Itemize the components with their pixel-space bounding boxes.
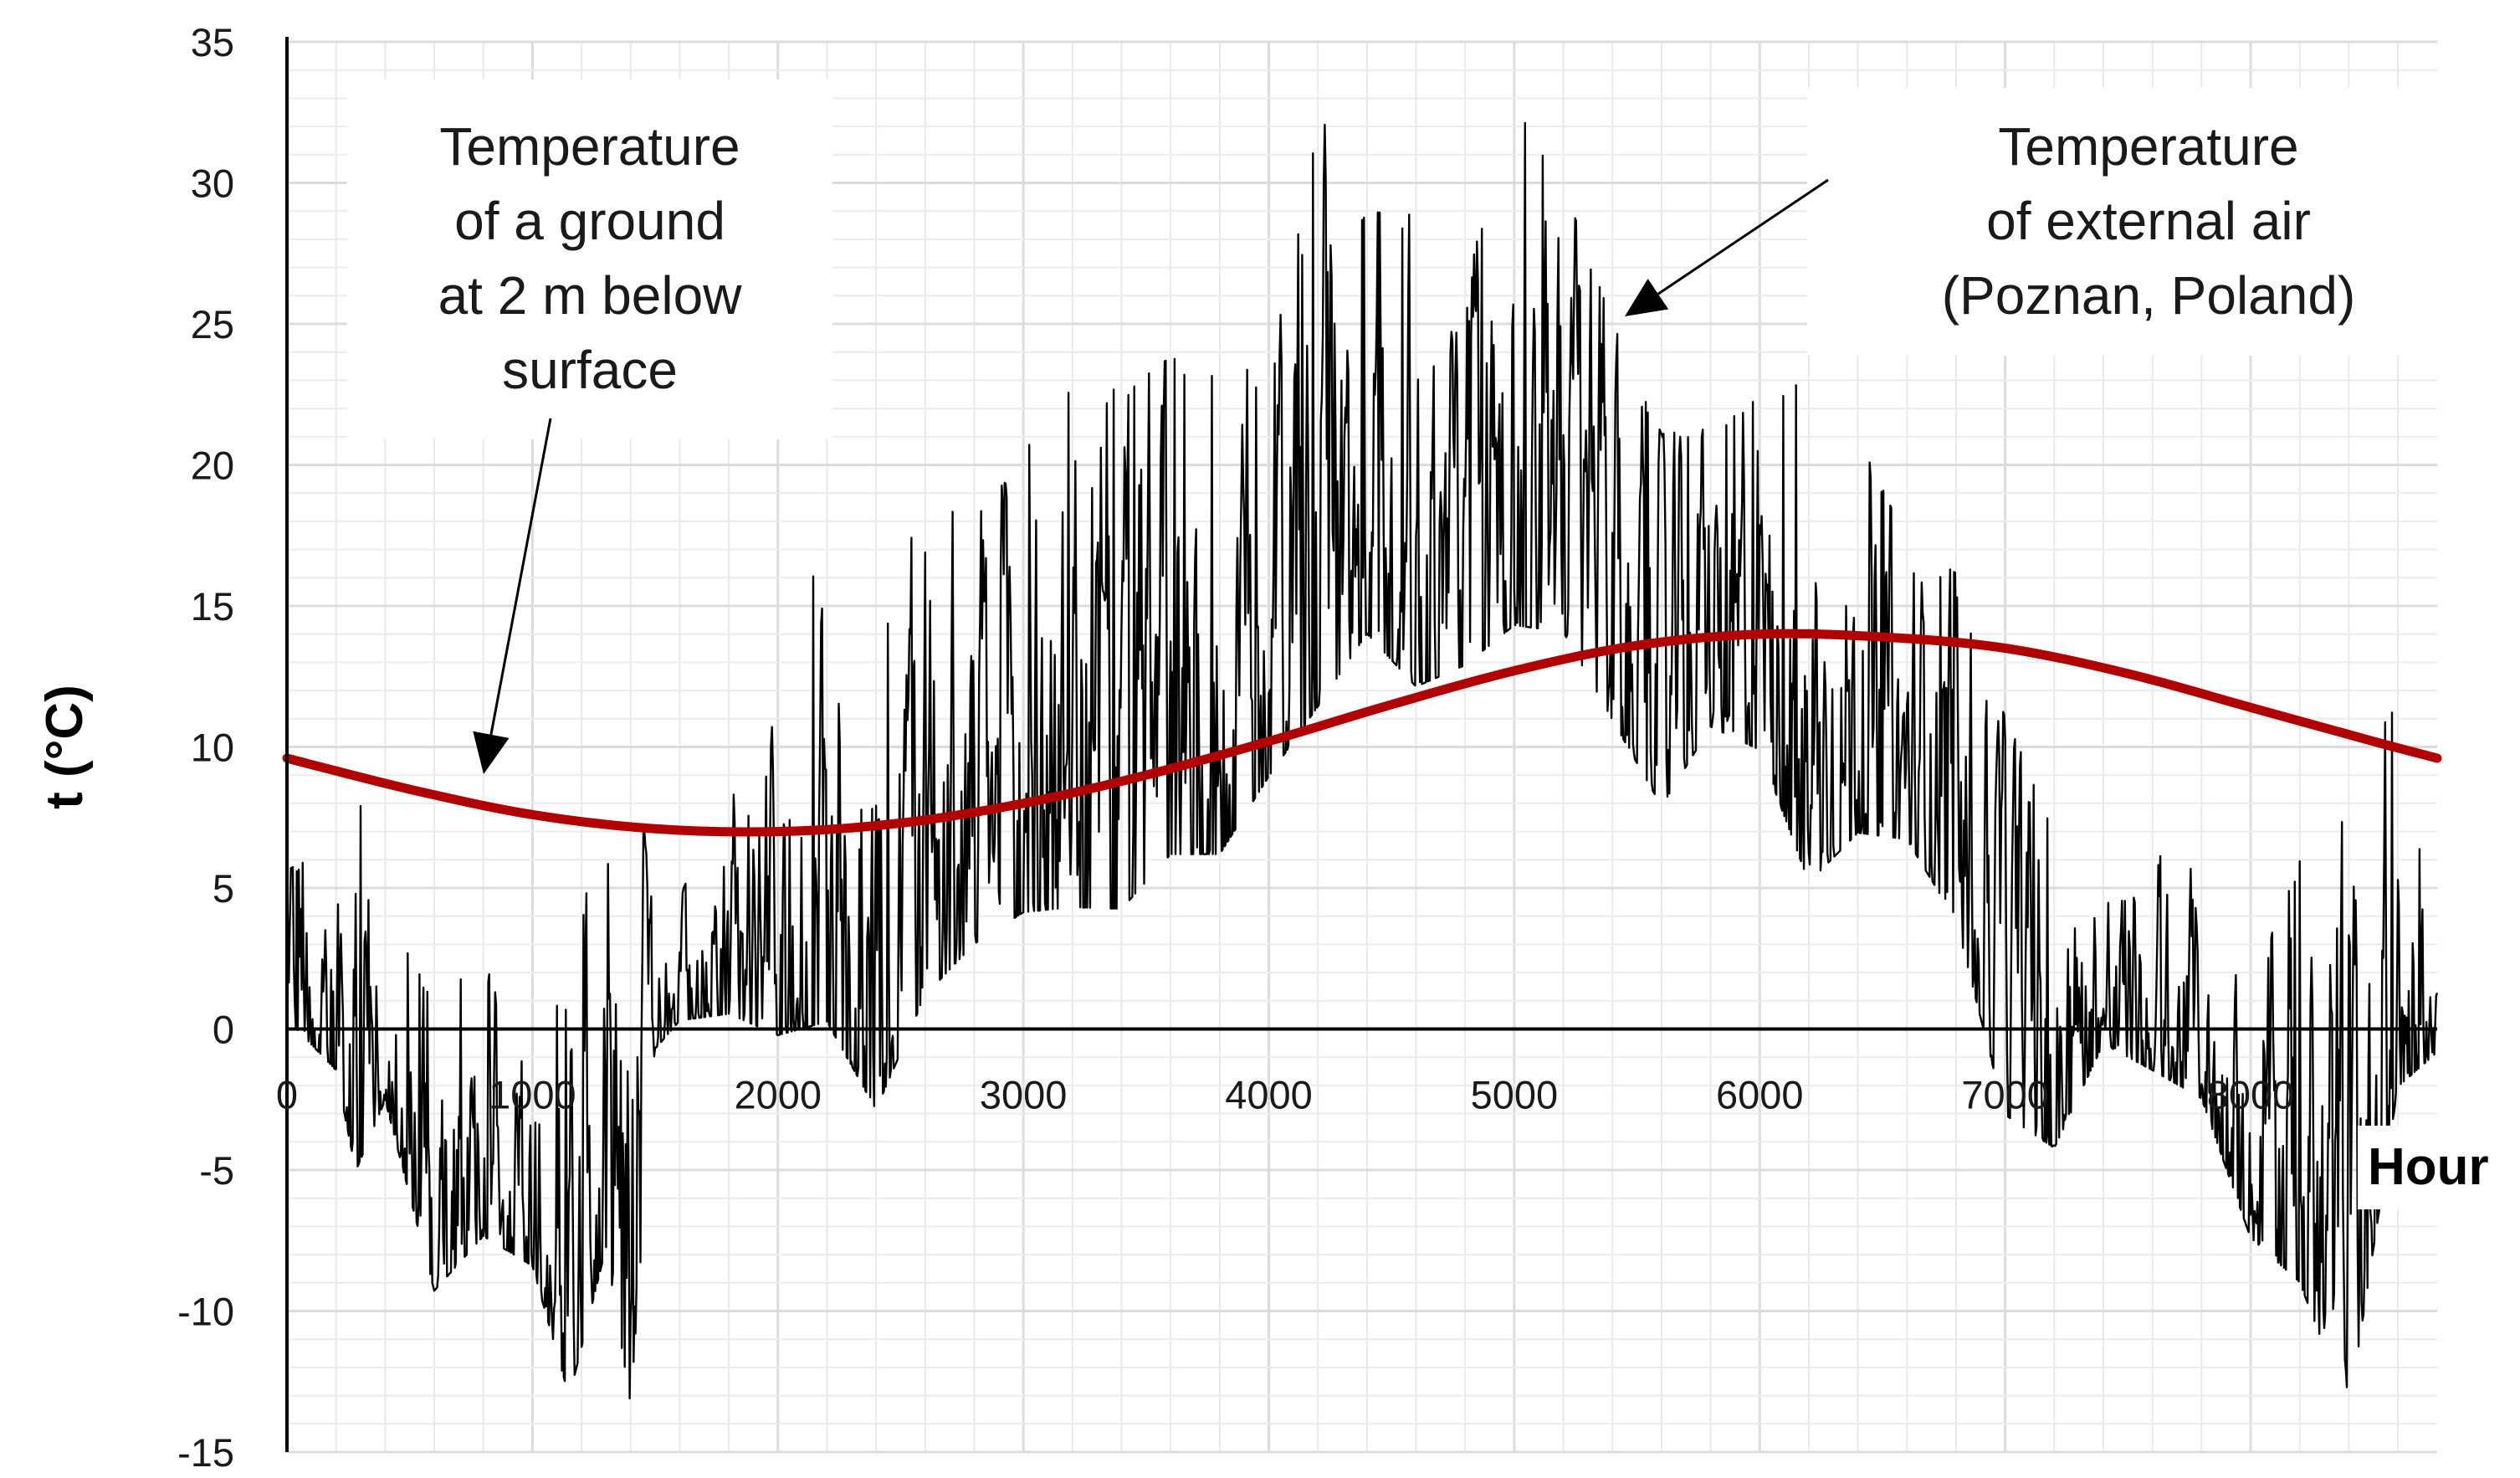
y-tick-label: -10 bbox=[177, 1290, 234, 1334]
x-tick-label: 3000 bbox=[980, 1073, 1068, 1117]
x-axis-title-background bbox=[2358, 1126, 2517, 1209]
ground-annotation-arrow-shaft bbox=[489, 418, 552, 736]
ground-annotation-line: of a ground bbox=[454, 191, 725, 251]
x-tick-label: 2000 bbox=[734, 1073, 822, 1117]
ground-annotation-arrow-head bbox=[473, 731, 510, 774]
external-air-temperature-line bbox=[285, 121, 2439, 1400]
y-tick-label: 15 bbox=[191, 584, 234, 629]
y-tick-label: 10 bbox=[191, 726, 234, 770]
y-axis-title: t (°C) bbox=[36, 685, 94, 809]
ground-annotation-line: Temperature bbox=[439, 116, 740, 177]
ground-series bbox=[282, 629, 2442, 837]
annotations: Temperature of a ground at 2 m below surfac… bbox=[347, 80, 2493, 774]
air-annotation-line: of external air bbox=[1986, 191, 2311, 251]
y-tick-label: 35 bbox=[191, 20, 234, 64]
ground-annotation-line: at 2 m below bbox=[438, 265, 743, 326]
y-tick-label: 0 bbox=[213, 1008, 234, 1052]
x-tick-label: 7000 bbox=[1961, 1073, 2049, 1117]
air-annotation-arrow-shaft bbox=[1657, 178, 1829, 295]
y-tick-label: 30 bbox=[191, 162, 234, 206]
ground-annotation-line: surface bbox=[502, 340, 678, 400]
x-tick-label: 5000 bbox=[1471, 1073, 1559, 1117]
x-axis-title: Hour bbox=[2368, 1138, 2489, 1196]
air-annotation-line: (Poznan, Poland) bbox=[1942, 265, 2356, 326]
external-air-series bbox=[285, 121, 2439, 1400]
x-tick-label: 6000 bbox=[1716, 1073, 1804, 1117]
y-tick-label: 5 bbox=[213, 866, 234, 911]
y-tick-label: -5 bbox=[199, 1148, 234, 1193]
x-tick-label: 0 bbox=[276, 1073, 298, 1117]
axis-labels: 35 30 25 20 15 10 5 0 -5 -10 -15 0 1000 2000 3000 4000 5… bbox=[36, 20, 2517, 1475]
axes bbox=[285, 37, 2437, 1452]
x-tick-label: 1000 bbox=[489, 1073, 576, 1117]
ground-temperature-line bbox=[282, 629, 2442, 837]
air-annotation-box bbox=[1807, 88, 2493, 356]
air-annotation-line: Temperature bbox=[1998, 116, 2298, 177]
x-tick-label: 8000 bbox=[2207, 1073, 2295, 1117]
ground-annotation-box bbox=[347, 80, 832, 439]
x-tick-label: 4000 bbox=[1225, 1073, 1313, 1117]
y-tick-label: -15 bbox=[177, 1430, 234, 1475]
y-tick-label: 20 bbox=[191, 444, 234, 488]
y-tick-label: 25 bbox=[191, 302, 234, 346]
air-annotation-arrow-head bbox=[1625, 278, 1669, 316]
